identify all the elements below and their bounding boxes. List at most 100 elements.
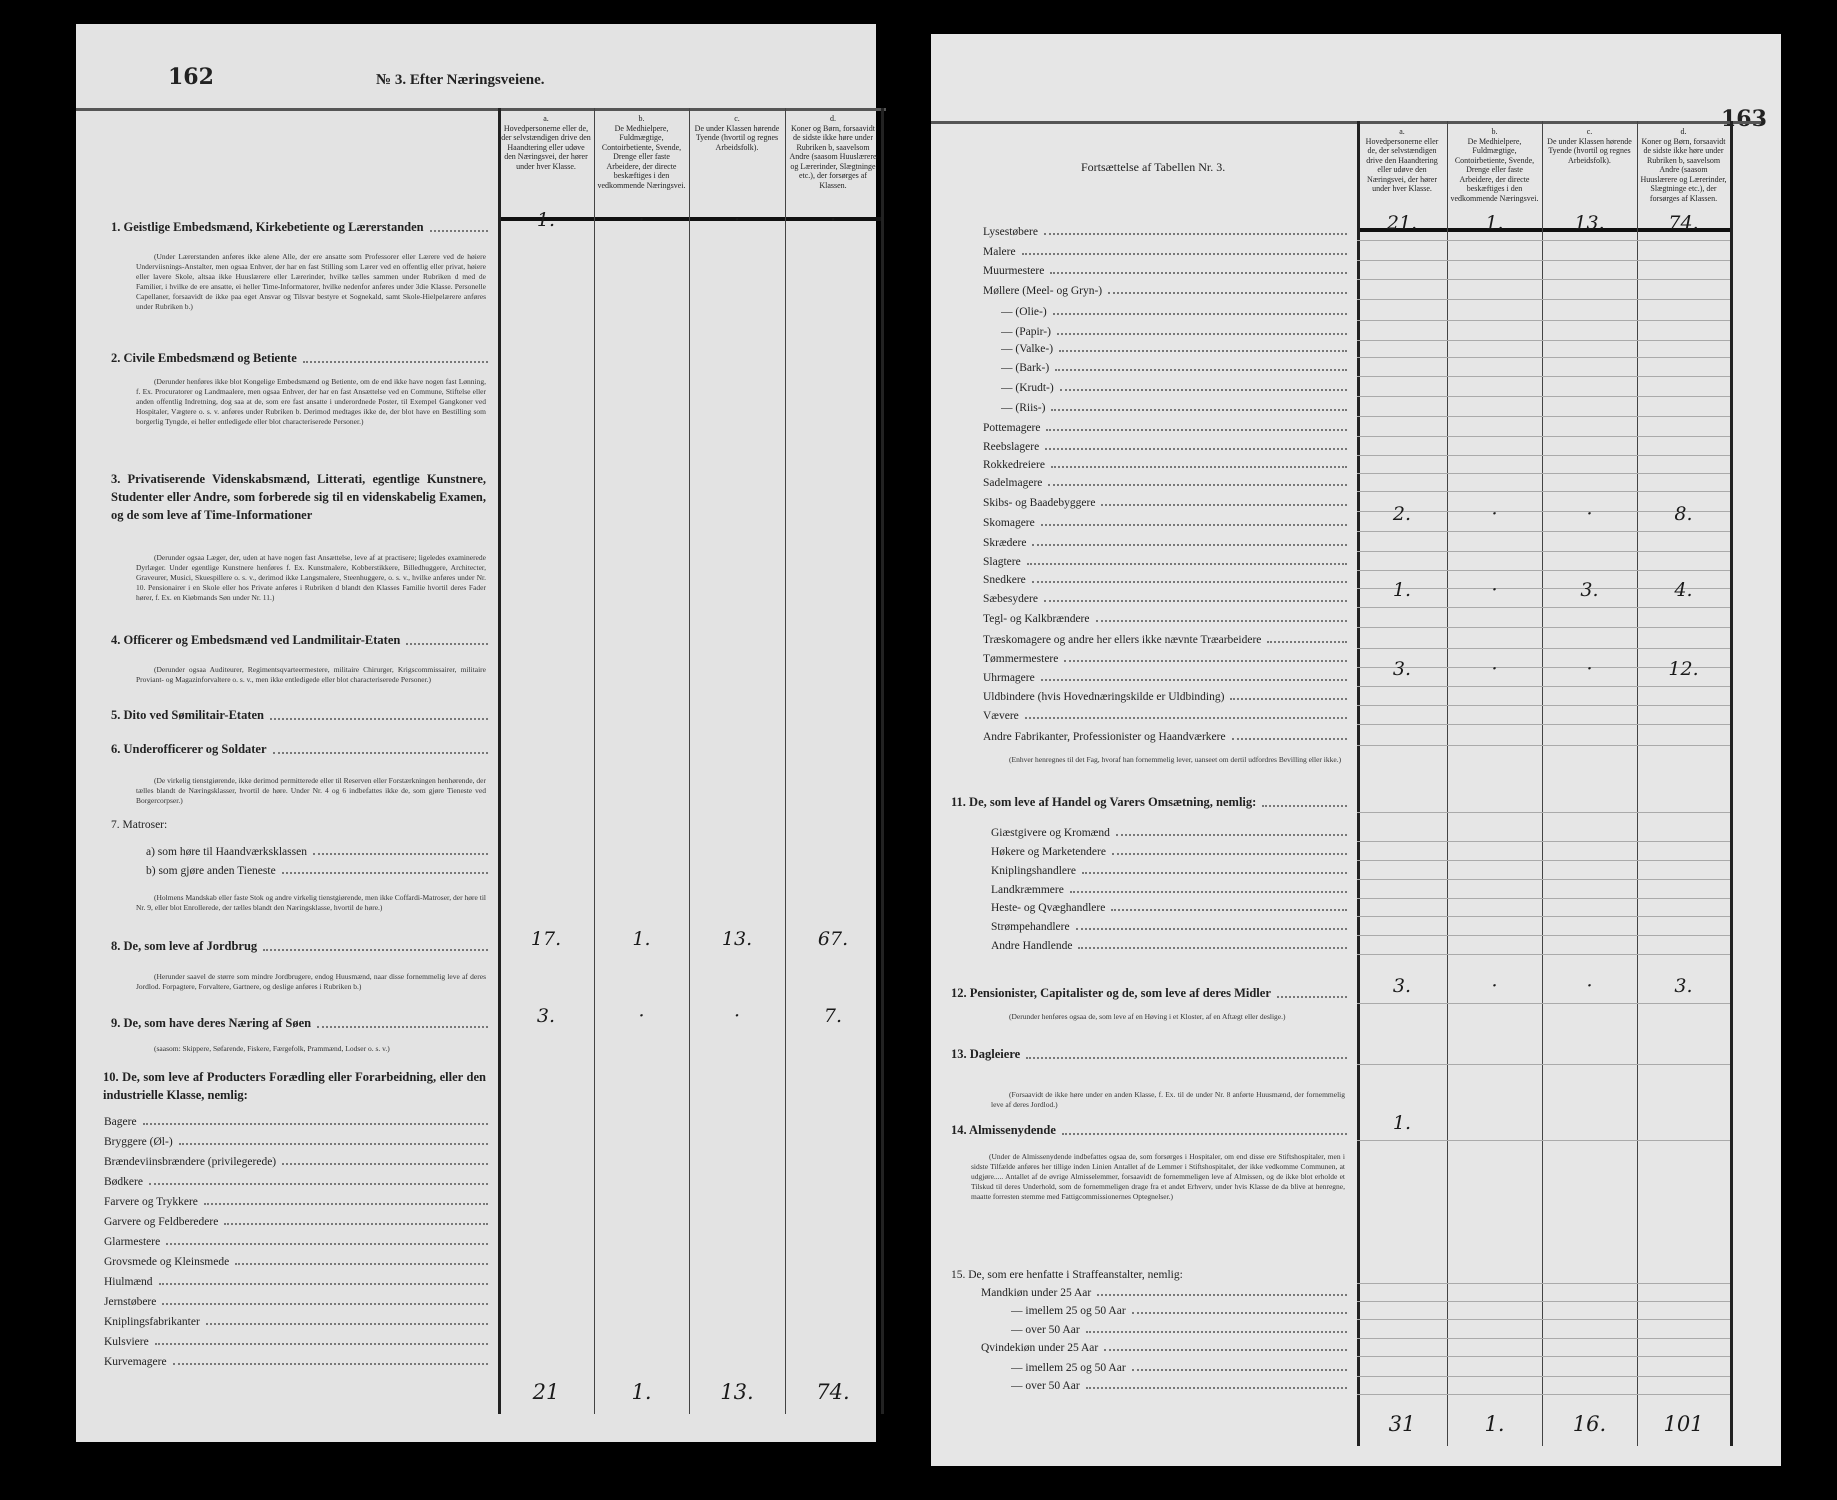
leader-dots [317, 1026, 488, 1028]
row-label: Høkere og Marketendere [991, 840, 1347, 858]
row-label-text: Slagtere [983, 556, 1021, 568]
row-label-text: Jernstøbere [104, 1296, 157, 1308]
row-line [1357, 841, 1730, 842]
row-label: — (Riis-) [1001, 396, 1347, 414]
row-line [1357, 1064, 1730, 1065]
leader-dots [1052, 313, 1347, 315]
row-label: Slagtere [983, 550, 1347, 568]
row-label: b) som gjøre anden Tieneste [146, 859, 488, 877]
row-label: Træskomagere og andre her ellers ikke næ… [983, 628, 1347, 646]
row-line [1357, 531, 1730, 532]
leader-dots [429, 230, 488, 232]
row-line [1357, 260, 1730, 261]
column-header: a. Hovedpersonerne eller de, der selvstæn… [1360, 127, 1444, 194]
leader-dots [1101, 504, 1347, 506]
handwritten-value: 67. [817, 928, 849, 950]
row-line [1357, 648, 1730, 649]
handwritten-value: · [638, 1005, 645, 1027]
leader-dots [1056, 333, 1347, 335]
column-header: a. Hovedpersonerne eller de, der selvstæn… [501, 114, 591, 171]
row-label: Bryggere (Øl-) [104, 1130, 488, 1148]
explanatory-note: (Enhver henregnes til det Fag, hvoraf ha… [1009, 755, 1342, 764]
row-line [1357, 570, 1730, 571]
handwritten-value: 3. [1580, 579, 1599, 601]
row-label-text: Qvindekiøn under 25 Aar [981, 1342, 1099, 1354]
row-label-text: — imellem 25 og 50 Aar [1011, 1362, 1126, 1374]
leader-dots [1059, 389, 1347, 391]
row-line [1357, 916, 1730, 917]
page-title: Fortsættelse af Tabellen Nr. 3. [1081, 160, 1226, 174]
column-letter: c. [1586, 127, 1593, 136]
row-label: Sadelmagere [983, 471, 1347, 489]
row-label-text: Muurmestere [983, 265, 1045, 277]
row-label: — (Krudt-) [1001, 376, 1347, 394]
row-label: Qvindekiøn under 25 Aar [981, 1336, 1347, 1354]
row-label: Tømmermestere [983, 647, 1347, 665]
handwritten-value: · [638, 209, 645, 231]
row-label-text: Skibs- og Baadebyggere [983, 497, 1096, 509]
right-page: 163 Fortsættelse af Tabellen Nr. 3. a. Ho… [931, 34, 1781, 1466]
leader-dots [1131, 1369, 1347, 1371]
row-label: a) som høre til Haandværksklassen [146, 840, 488, 858]
row-label: — (Olie-) [1001, 300, 1347, 318]
row-label: 15. De, som ere henfatte i Straffeanstal… [951, 1263, 1347, 1281]
column-letter: b. [1491, 127, 1498, 136]
row-line [1357, 745, 1730, 746]
row-label-text: 2. Civile Embedsmænd og Betiente [111, 351, 297, 365]
explanatory-note: (Herunder saavel de større som mindre Jo… [136, 972, 486, 991]
row-line [1357, 436, 1730, 437]
row-label: Heste- og Qvæghandlere [991, 896, 1347, 914]
column-letter: d. [1680, 127, 1687, 136]
leader-dots [203, 1203, 488, 1205]
row-label-text: Bagere [104, 1116, 137, 1128]
row-label: 1. Geistlige Embedsmænd, Kirkebetiente o… [111, 217, 488, 235]
row-label-text: Andre Fabrikanter, Professionister og Ha… [983, 731, 1226, 743]
leader-dots [1085, 1331, 1347, 1333]
handwritten-value: · [1586, 503, 1593, 525]
column-divider [594, 108, 595, 1414]
row-label-text: Grovsmede og Kleinsmede [104, 1256, 230, 1268]
row-label: Vævere [983, 704, 1347, 722]
handwritten-value: 4. [1674, 579, 1693, 601]
leader-dots [1111, 909, 1347, 911]
row-label: Brændeviinsbrændere (privilegerede) [104, 1150, 488, 1168]
column-divider [1542, 121, 1543, 1446]
row-label: 2. Civile Embedsmænd og Betiente [111, 348, 488, 366]
row-label: Bagere [104, 1110, 488, 1128]
row-label-text: Sæbesydere [983, 593, 1038, 605]
column-total: 31 [1388, 1412, 1416, 1436]
row-label-text: 6. Underofficerer og Soldater [111, 742, 267, 756]
row-label-text: Møllere (Meel- og Gryn-) [983, 285, 1103, 297]
row-label-text: Reebslagere [983, 441, 1040, 453]
leader-dots [1069, 891, 1347, 893]
handwritten-value: 1. [536, 209, 556, 231]
explanatory-note: (Derunder ogsaa Læger, der, uden at have… [136, 553, 486, 602]
leader-dots [1051, 409, 1347, 411]
row-label: Sæbesydere [983, 587, 1347, 605]
row-label-text: — (Bark-) [1001, 362, 1050, 374]
row-label-text: 8. De, som leve af Jordbrug [111, 939, 258, 953]
leader-dots [1081, 872, 1347, 874]
row-label-text: 12. Pensionister, Capitalister og de, so… [951, 986, 1271, 1000]
row-label: — imellem 25 og 50 Aar [1011, 1356, 1347, 1374]
handwritten-value: 3. [1392, 658, 1412, 680]
leader-dots [1043, 600, 1347, 602]
column-divider [1447, 121, 1448, 1446]
row-label-text: Bødkere [104, 1176, 143, 1188]
row-label-text: Kniplingshandlere [991, 865, 1076, 877]
explanatory-note: (Derunder henføres ogsaa de, som leve af… [1009, 1012, 1286, 1021]
column-header: d. Koner og Børn, forsaavidt de sidste ik… [1640, 127, 1727, 203]
row-label-text: Sadelmagere [983, 477, 1043, 489]
column-divider [689, 108, 690, 1414]
row-label-text: 15. De, som ere henfatte i Straffeanstal… [951, 1269, 1183, 1281]
row-label: Uldbindere (hvis Hovednæringskilde er Ul… [983, 685, 1347, 703]
column-letter: b. [638, 114, 645, 123]
row-label: Strømpehandlere [991, 915, 1347, 933]
row-line [1357, 491, 1730, 492]
column-letter: d. [830, 114, 836, 123]
row-line [1357, 1376, 1730, 1377]
row-label: Snedkere [983, 568, 1347, 586]
handwritten-value: · [733, 1005, 741, 1027]
row-label-text: Uldbindere (hvis Hovednæringskilde er Ul… [983, 691, 1225, 703]
handwritten-value: 1. [1392, 579, 1412, 601]
